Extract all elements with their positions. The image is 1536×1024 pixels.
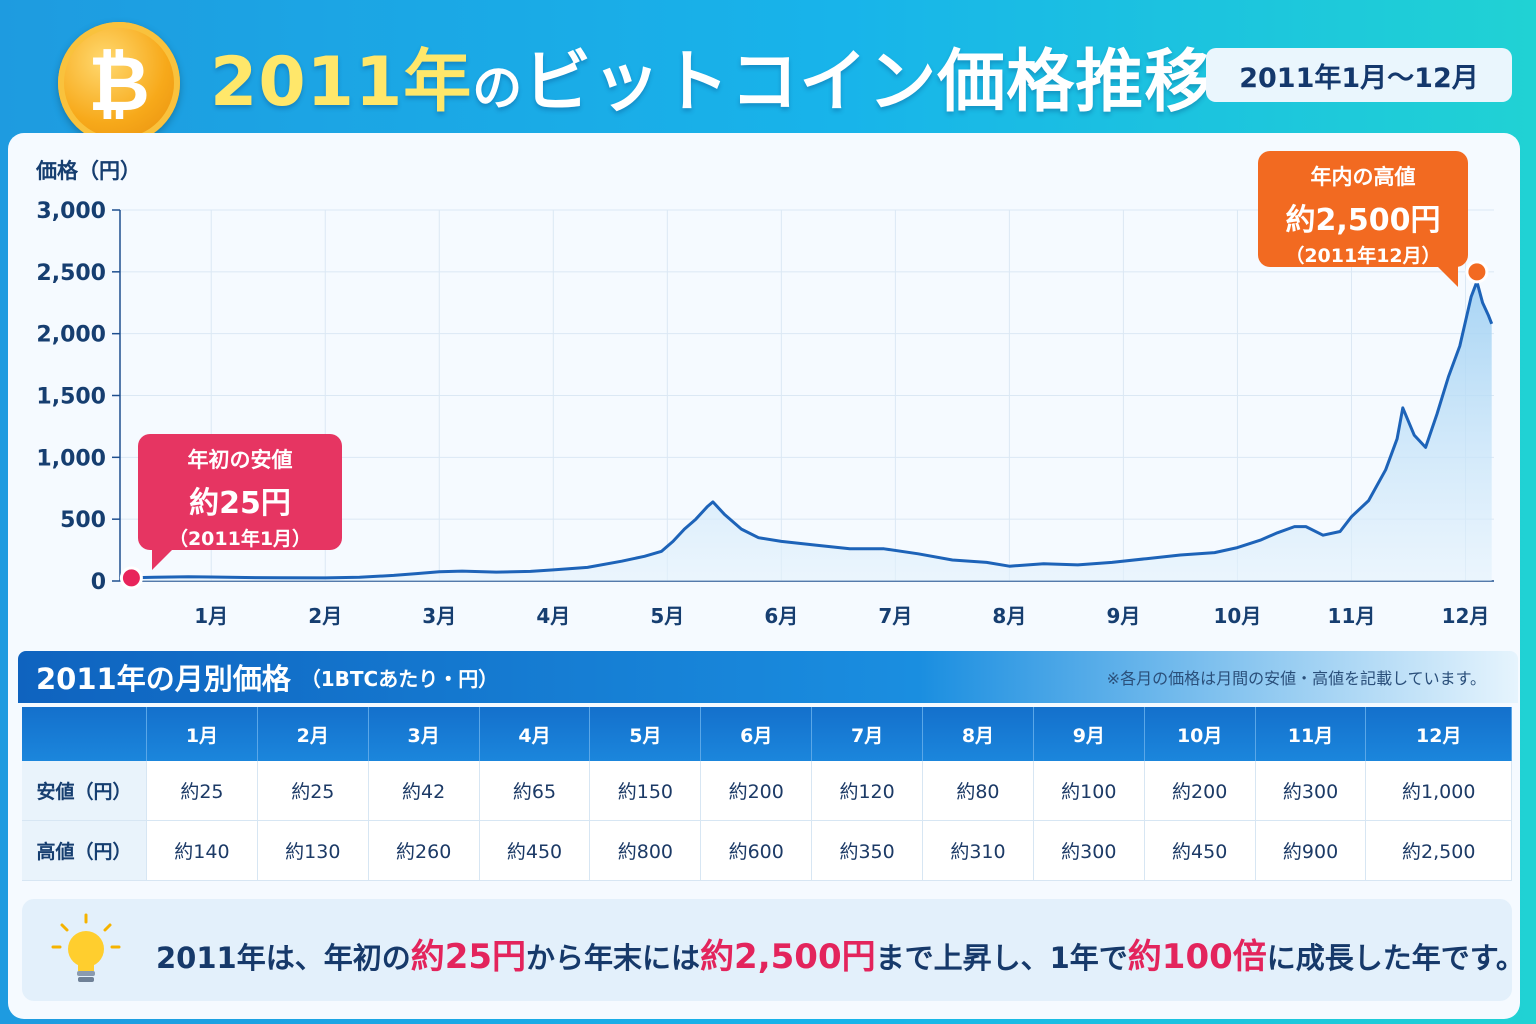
month-header: 4月 <box>479 707 591 761</box>
y-tick-label: 500 <box>60 508 106 533</box>
table-row: 高値（円） 約140 約130 約260 約450 約800 約600 約350 約310 約30… <box>22 820 1512 881</box>
summary-highlight-high: 約2,500円 <box>700 937 876 977</box>
table-corner <box>22 707 147 761</box>
y-tick-label: 3,000 <box>36 199 106 224</box>
bitcoin-coin-icon: ₿ <box>58 22 180 144</box>
table-row: 安値（円） 約25 約25 約42 約65 約150 約200 約120 約80 約100 約200… <box>22 761 1512 821</box>
month-header: 2月 <box>257 707 369 761</box>
title-rest: ビットコイン価格推移 <box>523 43 1214 122</box>
price-cell: 約450 <box>479 820 591 881</box>
table-header-bar: 2011年の月別価格 （1BTCあたり・円） ※各月の価格は月間の安値・高値を記… <box>18 651 1518 703</box>
x-tick-label: 1月 <box>194 604 228 628</box>
month-header: 12月 <box>1365 707 1512 761</box>
price-line <box>125 280 1494 580</box>
month-header: 10月 <box>1144 707 1256 761</box>
price-cell: 約600 <box>700 820 813 881</box>
main-panel: 0 500 1,000 1,500 2,000 2,500 3,000 1月 2月 3月 4月 5月 6… <box>8 133 1525 1019</box>
y-tick-label: 1,000 <box>36 446 106 471</box>
monthly-price-table: 1月 2月 3月 4月 5月 6月 7月 8月 9月 10月 11月 12月 安値（円） 約25 約25 約… <box>22 707 1512 881</box>
bitcoin-symbol: ₿ <box>88 38 150 128</box>
price-cell: 約900 <box>1255 820 1367 881</box>
low-callout-title: 年初の安値 <box>187 448 293 472</box>
price-cell: 約42 <box>368 761 480 821</box>
title-particle: の <box>472 59 524 117</box>
price-cell: 約120 <box>811 761 924 821</box>
y-tick-label: 1,500 <box>36 385 106 410</box>
price-area <box>125 281 1492 581</box>
y-tick-label: 2,000 <box>36 323 106 348</box>
month-header: 3月 <box>368 707 480 761</box>
price-cell: 約80 <box>922 761 1034 821</box>
y-tick-label: 2,500 <box>36 261 106 286</box>
period-badge: 2011年1月〜12月 <box>1206 48 1512 102</box>
y-tick-label: 0 <box>91 570 106 595</box>
summary-highlight-low: 約25円 <box>410 937 527 977</box>
row-label: 安値（円） <box>22 761 147 821</box>
month-header: 8月 <box>922 707 1034 761</box>
x-tick-label: 11月 <box>1328 604 1376 628</box>
price-chart: 0 500 1,000 1,500 2,000 2,500 3,000 1月 2月 3月 4月 5月 6… <box>35 159 1494 628</box>
summary-highlight-growth: 約100倍 <box>1127 937 1267 977</box>
high-point-marker <box>1465 260 1489 284</box>
high-callout-value: 約2,500円 <box>1285 203 1441 238</box>
low-callout: 年初の安値 約25円 （2011年1月） <box>138 434 342 570</box>
summary-part-3: まで上昇し、1年で <box>875 941 1128 975</box>
page-title: 2011年のビットコイン価格推移 <box>210 26 1213 125</box>
price-cell: 約200 <box>700 761 813 821</box>
price-cell: 約300 <box>1255 761 1367 821</box>
x-tick-label: 9月 <box>1106 604 1140 628</box>
low-callout-value: 約25円 <box>189 486 291 521</box>
summary-part-4: に成長した年です。 <box>1266 941 1525 975</box>
price-cell: 約150 <box>589 761 702 821</box>
x-tick-label: 3月 <box>422 604 456 628</box>
month-header: 11月 <box>1255 707 1367 761</box>
summary-part-1: 2011年は、年初の <box>156 941 411 975</box>
lightbulb-icon <box>51 913 121 982</box>
x-tick-label: 8月 <box>992 604 1026 628</box>
price-cell: 約350 <box>811 820 924 881</box>
price-cell: 約65 <box>479 761 591 821</box>
price-cell: 約800 <box>589 820 702 881</box>
price-cell: 約260 <box>368 820 480 881</box>
table-header-row: 1月 2月 3月 4月 5月 6月 7月 8月 9月 10月 11月 12月 <box>22 707 1512 761</box>
price-cell: 約25 <box>257 761 369 821</box>
x-tick-label: 10月 <box>1214 604 1262 628</box>
x-tick-label: 12月 <box>1442 604 1490 628</box>
price-cell: 約25 <box>146 761 258 821</box>
high-callout-title: 年内の高値 <box>1310 165 1416 189</box>
price-cell: 約1,000 <box>1365 761 1512 821</box>
low-callout-date: （2011年1月） <box>168 528 312 550</box>
summary-box: 2011年は、年初の約25円から年末には約2,500円まで上昇し、1年で約100… <box>22 899 1525 1001</box>
table-note: ※各月の価格は月間の安値・高値を記載しています。 <box>1106 669 1486 688</box>
month-header: 7月 <box>811 707 924 761</box>
month-header: 1月 <box>146 707 258 761</box>
x-tick-label: 2月 <box>308 604 342 628</box>
summary-part-2: から年末には <box>526 941 701 975</box>
price-cell: 約2,500 <box>1365 820 1512 881</box>
price-cell: 約130 <box>257 820 369 881</box>
high-callout-date: （2011年12月） <box>1285 245 1441 267</box>
month-header: 6月 <box>700 707 813 761</box>
table-subtitle: （1BTCあたり・円） <box>300 666 499 691</box>
row-label: 高値（円） <box>22 820 147 881</box>
x-tick-label: 5月 <box>650 604 684 628</box>
price-cell: 約140 <box>146 820 258 881</box>
low-point-marker <box>119 566 143 590</box>
y-axis-label: 価格（円） <box>35 159 141 183</box>
table-title: 2011年の月別価格 <box>36 662 291 696</box>
x-tick-label: 4月 <box>536 604 570 628</box>
price-cell: 約450 <box>1144 820 1256 881</box>
month-header: 9月 <box>1033 707 1145 761</box>
summary-text: 2011年は、年初の約25円から年末には約2,500円まで上昇し、1年で約100… <box>156 929 1525 978</box>
title-year: 2011年 <box>210 43 473 122</box>
high-callout: 年内の高値 約2,500円 （2011年12月） <box>1258 151 1468 287</box>
price-cell: 約300 <box>1033 820 1145 881</box>
month-header: 5月 <box>589 707 702 761</box>
x-tick-label: 7月 <box>878 604 912 628</box>
price-cell: 約200 <box>1144 761 1256 821</box>
price-cell: 約100 <box>1033 761 1145 821</box>
x-tick-label: 6月 <box>764 604 798 628</box>
price-cell: 約310 <box>922 820 1034 881</box>
